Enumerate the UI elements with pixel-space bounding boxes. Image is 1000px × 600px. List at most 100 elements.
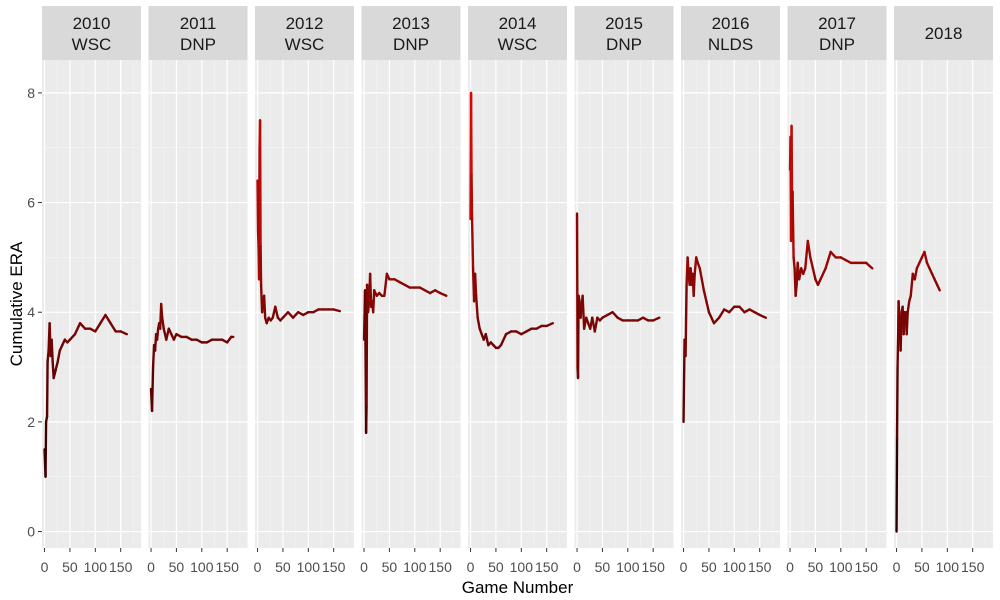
x-tick-label: 100 bbox=[190, 559, 214, 575]
facet-strip bbox=[787, 6, 887, 60]
x-tick-label: 100 bbox=[723, 559, 747, 575]
facet-strip bbox=[42, 6, 141, 60]
facet-strip bbox=[681, 6, 780, 60]
facet-strip bbox=[574, 6, 674, 60]
era-line-segment bbox=[155, 327, 160, 341]
era-line-segment bbox=[258, 119, 262, 248]
panel-background bbox=[148, 60, 248, 548]
era-line-segment bbox=[576, 294, 580, 380]
era-line-segment bbox=[281, 311, 290, 319]
panel-background bbox=[361, 60, 461, 548]
x-tick-label: 0 bbox=[41, 559, 49, 575]
era-line-segment bbox=[499, 332, 508, 347]
x-tick-label: 100 bbox=[829, 559, 853, 575]
era-line-segment bbox=[366, 300, 371, 314]
era-line-segment bbox=[150, 365, 155, 413]
era-line-segment bbox=[474, 294, 479, 319]
x-tick-label: 0 bbox=[254, 559, 262, 575]
era-line-segment bbox=[94, 321, 102, 333]
facet-panel-2014: 2014 WSC 0 50 100 150 bbox=[467, 6, 567, 575]
era-line-segment bbox=[728, 305, 736, 314]
x-tick-label: 150 bbox=[109, 559, 133, 575]
era-line-segment bbox=[824, 250, 832, 270]
facet-result-label: DNP bbox=[606, 35, 642, 54]
era-line-segment bbox=[470, 217, 475, 270]
era-line-segment bbox=[364, 404, 368, 435]
era-line-segment bbox=[68, 332, 77, 341]
era-line-segment bbox=[262, 294, 267, 319]
era-line-segment bbox=[438, 291, 448, 297]
era-line-segment bbox=[790, 124, 794, 204]
era-line-segment bbox=[45, 360, 49, 418]
era-line-segment bbox=[119, 330, 128, 336]
era-line-segment bbox=[897, 300, 901, 325]
x-tick-label: 150 bbox=[961, 559, 985, 575]
era-line-segment bbox=[256, 179, 260, 232]
facet-year-label: 2018 bbox=[925, 24, 963, 43]
era-line-segment bbox=[545, 321, 554, 328]
x-tick-label: 0 bbox=[680, 559, 688, 575]
era-line-segment bbox=[819, 267, 827, 281]
facet-result-label: WSC bbox=[498, 35, 538, 54]
era-line-segment bbox=[705, 300, 711, 314]
era-line-segment bbox=[260, 300, 265, 314]
era-line-segment bbox=[78, 321, 87, 330]
era-line-segment bbox=[899, 311, 903, 352]
era-line-segment bbox=[469, 91, 473, 177]
era-line-segment bbox=[692, 272, 696, 297]
x-axis-title: Game Number bbox=[462, 578, 574, 597]
era-line-segment bbox=[935, 283, 941, 292]
era-line-segment bbox=[806, 239, 812, 259]
facet-result-label: NLDS bbox=[708, 35, 753, 54]
x-tick-label: 100 bbox=[84, 559, 108, 575]
era-line-segment bbox=[895, 437, 899, 533]
x-tick-label: 50 bbox=[808, 559, 824, 575]
facet-result-label: DNP bbox=[393, 35, 429, 54]
x-tick-label: 0 bbox=[573, 559, 581, 575]
x-tick-label: 100 bbox=[616, 559, 640, 575]
facet-result-label: WSC bbox=[285, 35, 325, 54]
x-tick-label: 150 bbox=[642, 559, 666, 575]
era-line-segment bbox=[581, 294, 586, 330]
era-line-segment bbox=[791, 190, 795, 259]
era-line-segment bbox=[593, 316, 599, 333]
era-line-segment bbox=[702, 289, 708, 303]
era-line-segment bbox=[161, 316, 165, 330]
era-line-segment bbox=[44, 420, 48, 478]
era-line-segment bbox=[383, 272, 389, 297]
era-line-segment bbox=[686, 256, 690, 276]
era-line-segment bbox=[286, 311, 295, 319]
panel-background bbox=[42, 60, 141, 548]
x-tick-label: 150 bbox=[748, 559, 772, 575]
era-line-segment bbox=[99, 313, 107, 325]
facet-result-label: DNP bbox=[819, 35, 855, 54]
x-tick-label: 0 bbox=[360, 559, 368, 575]
x-tick-label: 0 bbox=[147, 559, 155, 575]
facet-year-label: 2010 bbox=[73, 14, 111, 33]
panel-background bbox=[787, 60, 887, 548]
era-line-segment bbox=[906, 300, 911, 314]
x-tick-label: 150 bbox=[855, 559, 879, 575]
facet-strip bbox=[361, 6, 461, 60]
facet-strip bbox=[255, 6, 354, 60]
x-tick-label: 50 bbox=[169, 559, 185, 575]
x-tick-label: 150 bbox=[216, 559, 240, 575]
era-line-segment bbox=[902, 311, 906, 336]
era-line-segment bbox=[698, 267, 704, 281]
panel-background bbox=[894, 60, 993, 548]
facet-panel-2018: 2018 0 50 100 150 bbox=[893, 6, 993, 575]
era-line-segment bbox=[707, 311, 716, 325]
era-line-segment bbox=[896, 338, 900, 369]
era-line-segment bbox=[909, 272, 914, 297]
x-tick-label: 50 bbox=[595, 559, 611, 575]
era-line-segment bbox=[913, 267, 919, 281]
era-line-segment bbox=[579, 305, 583, 319]
facet-strip bbox=[148, 6, 248, 60]
panel-background bbox=[681, 60, 780, 548]
facet-panel-2011: 2011 DNP 0 50 100 150 bbox=[147, 6, 248, 575]
facet-year-label: 2015 bbox=[605, 14, 643, 33]
x-tick-label: 0 bbox=[467, 559, 475, 575]
facet-year-label: 2012 bbox=[286, 14, 324, 33]
era-line-segment bbox=[923, 250, 929, 265]
